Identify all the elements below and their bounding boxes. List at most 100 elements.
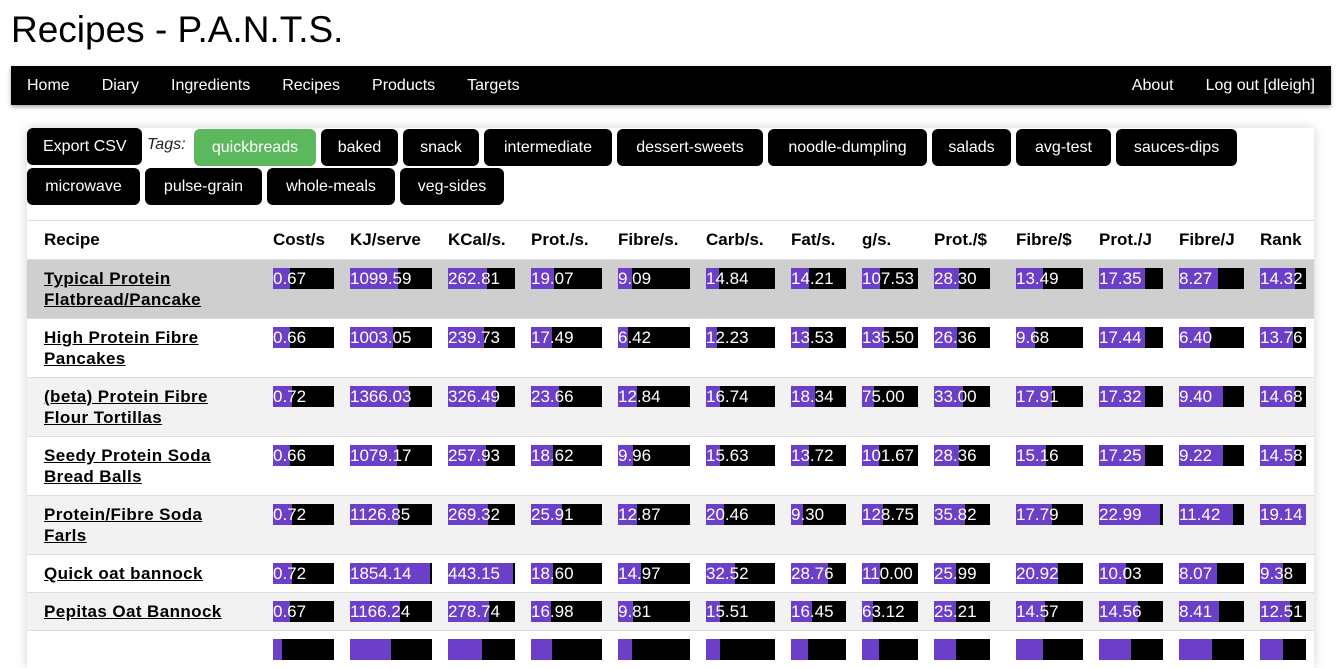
tag-button-12[interactable]: veg-sides [400,168,504,205]
nav-item-5[interactable]: Targets [467,77,520,94]
tag-button-2[interactable]: snack [403,129,479,166]
value-text: 28.30 [934,269,977,288]
recipe-link[interactable]: Protein/Fibre Soda Farls [44,505,203,545]
column-header-9[interactable]: Prot./$ [934,230,987,249]
column-header-7[interactable]: Fat/s. [791,230,836,249]
value-bar-fill [273,504,292,525]
column-header-5[interactable]: Fibre/s. [618,230,679,249]
tag-button-11[interactable]: whole-meals [267,168,395,205]
table-row[interactable]: Seedy Protein Soda Bread Balls 0.66 1079.1… [27,436,1314,496]
table-row[interactable]: Typical Protein Flatbread/Pancake 0.67 109… [27,259,1314,319]
export-csv-button[interactable]: Export CSV [27,128,142,165]
value-cell: 239.73 [448,319,531,378]
recipe-link[interactable]: Seedy Protein Soda Bread Balls [44,446,211,486]
value-cell [934,631,1016,666]
value-text: 13.49 [1016,269,1059,288]
column-header-6[interactable]: Carb/s. [706,230,764,249]
recipe-link[interactable]: High Protein Fibre Pancakes [44,328,199,368]
nav-item-2[interactable]: Ingredients [171,77,251,94]
column-header-11[interactable]: Prot./J [1099,230,1152,249]
value-cell: 8.07 [1179,555,1260,593]
nav-item-logout[interactable]: Log out [dleigh] [1205,77,1315,94]
recipe-link[interactable]: Quick oat bannock [44,564,203,583]
value-bar-fill [1260,504,1306,525]
column-header-2[interactable]: KJ/serve [350,230,421,249]
value-bar-fill [1260,327,1294,348]
value-bar-fill [706,386,721,407]
value-bar-fill [1016,327,1036,348]
column-header-3[interactable]: KCal/s. [448,230,506,249]
column-header-13[interactable]: Rank [1260,230,1302,249]
value-cell: 23.66 [531,378,618,437]
value-bar-fill [791,563,828,584]
tag-button-6[interactable]: salads [932,129,1011,166]
value-cell: 0.66 [273,437,350,496]
recipe-link[interactable]: Pepitas Oat Bannock [44,602,222,621]
value-bar-fill [862,386,875,407]
value-cell: 1003.05 [350,319,448,378]
nav-item-about[interactable]: About [1131,77,1174,94]
tag-button-3[interactable]: intermediate [484,129,612,166]
value-bar-fill [1016,639,1043,660]
value-bar [934,639,990,660]
value-text: 1166.24 [350,602,411,621]
recipe-link[interactable] [44,631,234,647]
value-cell: 1366.03 [350,378,448,437]
tag-button-8[interactable]: sauces-dips [1116,129,1237,166]
value-bar-fill [531,268,554,289]
value-bar: 9.22 [1179,445,1244,466]
value-text: 12.51 [1260,602,1303,621]
nav-item-4[interactable]: Products [372,77,436,94]
value-cell: 107.53 [862,260,934,319]
value-bar: 0.66 [273,327,334,348]
recipe-link[interactable]: Typical Protein Flatbread/Pancake [44,269,202,309]
nav-item-3[interactable]: Recipes [282,77,341,94]
table-row[interactable]: Pepitas Oat Bannock 0.67 1166.24 278.74 16.9… [27,592,1314,631]
value-text: 135.50 [862,328,914,347]
table-row[interactable]: Protein/Fibre Soda Farls 0.72 1126.85 269.3… [27,495,1314,555]
value-cell: 20.92 [1016,555,1099,593]
value-bar: 17.44 [1099,327,1163,348]
value-bar-fill [862,601,873,622]
value-cell: 278.74 [448,593,531,631]
value-bar-fill [1260,386,1296,407]
column-header-8[interactable]: g/s. [862,230,892,249]
value-bar [1179,639,1244,660]
tag-button-0[interactable]: quickbreads [194,129,316,166]
tag-button-1[interactable]: baked [321,129,398,166]
value-cell: 8.27 [1179,260,1260,319]
table-row[interactable]: (beta) Protein Fibre Flour Tortillas 0.72… [27,377,1314,437]
value-cell [1099,631,1179,666]
value-cell: 28.36 [934,437,1016,496]
tag-button-10[interactable]: pulse-grain [145,168,262,205]
table-row[interactable] [27,630,1314,666]
table-row[interactable]: High Protein Fibre Pancakes 0.66 1003.05 23… [27,318,1314,378]
value-bar-fill [273,563,292,584]
column-header-0[interactable]: Recipe [44,230,100,249]
tag-button-7[interactable]: avg-test [1016,129,1111,166]
tag-button-9[interactable]: microwave [27,168,140,205]
value-bar: 18.34 [791,386,846,407]
table-row[interactable]: Quick oat bannock 0.72 1854.14 443.15 18.60 1… [27,554,1314,593]
value-text: 63.12 [862,602,905,621]
nav-item-1[interactable]: Diary [101,77,140,94]
value-text: 16.74 [706,387,749,406]
tag-button-5[interactable]: noodle-dumpling [768,129,927,166]
value-cell: 9.38 [1260,555,1314,593]
tag-button-4[interactable]: dessert-sweets [617,129,763,166]
column-header-10[interactable]: Fibre/$ [1016,230,1072,249]
value-text: 20.92 [1016,564,1059,583]
recipe-link[interactable]: (beta) Protein Fibre Flour Tortillas [44,387,208,427]
value-cell: 35.82 [934,496,1016,555]
column-header-12[interactable]: Fibre/J [1179,230,1235,249]
value-bar-fill [1179,504,1233,525]
column-header-4[interactable]: Prot./s. [531,230,589,249]
value-bar-fill [934,563,957,584]
value-bar: 14.32 [1260,268,1306,289]
value-bar: 107.53 [862,268,918,289]
value-text: 128.75 [862,505,914,524]
value-text: 12.87 [618,505,661,524]
column-header-1[interactable]: Cost/s [273,230,325,249]
nav-item-0[interactable]: Home [27,77,70,94]
value-bar: 1099.59 [350,268,432,289]
